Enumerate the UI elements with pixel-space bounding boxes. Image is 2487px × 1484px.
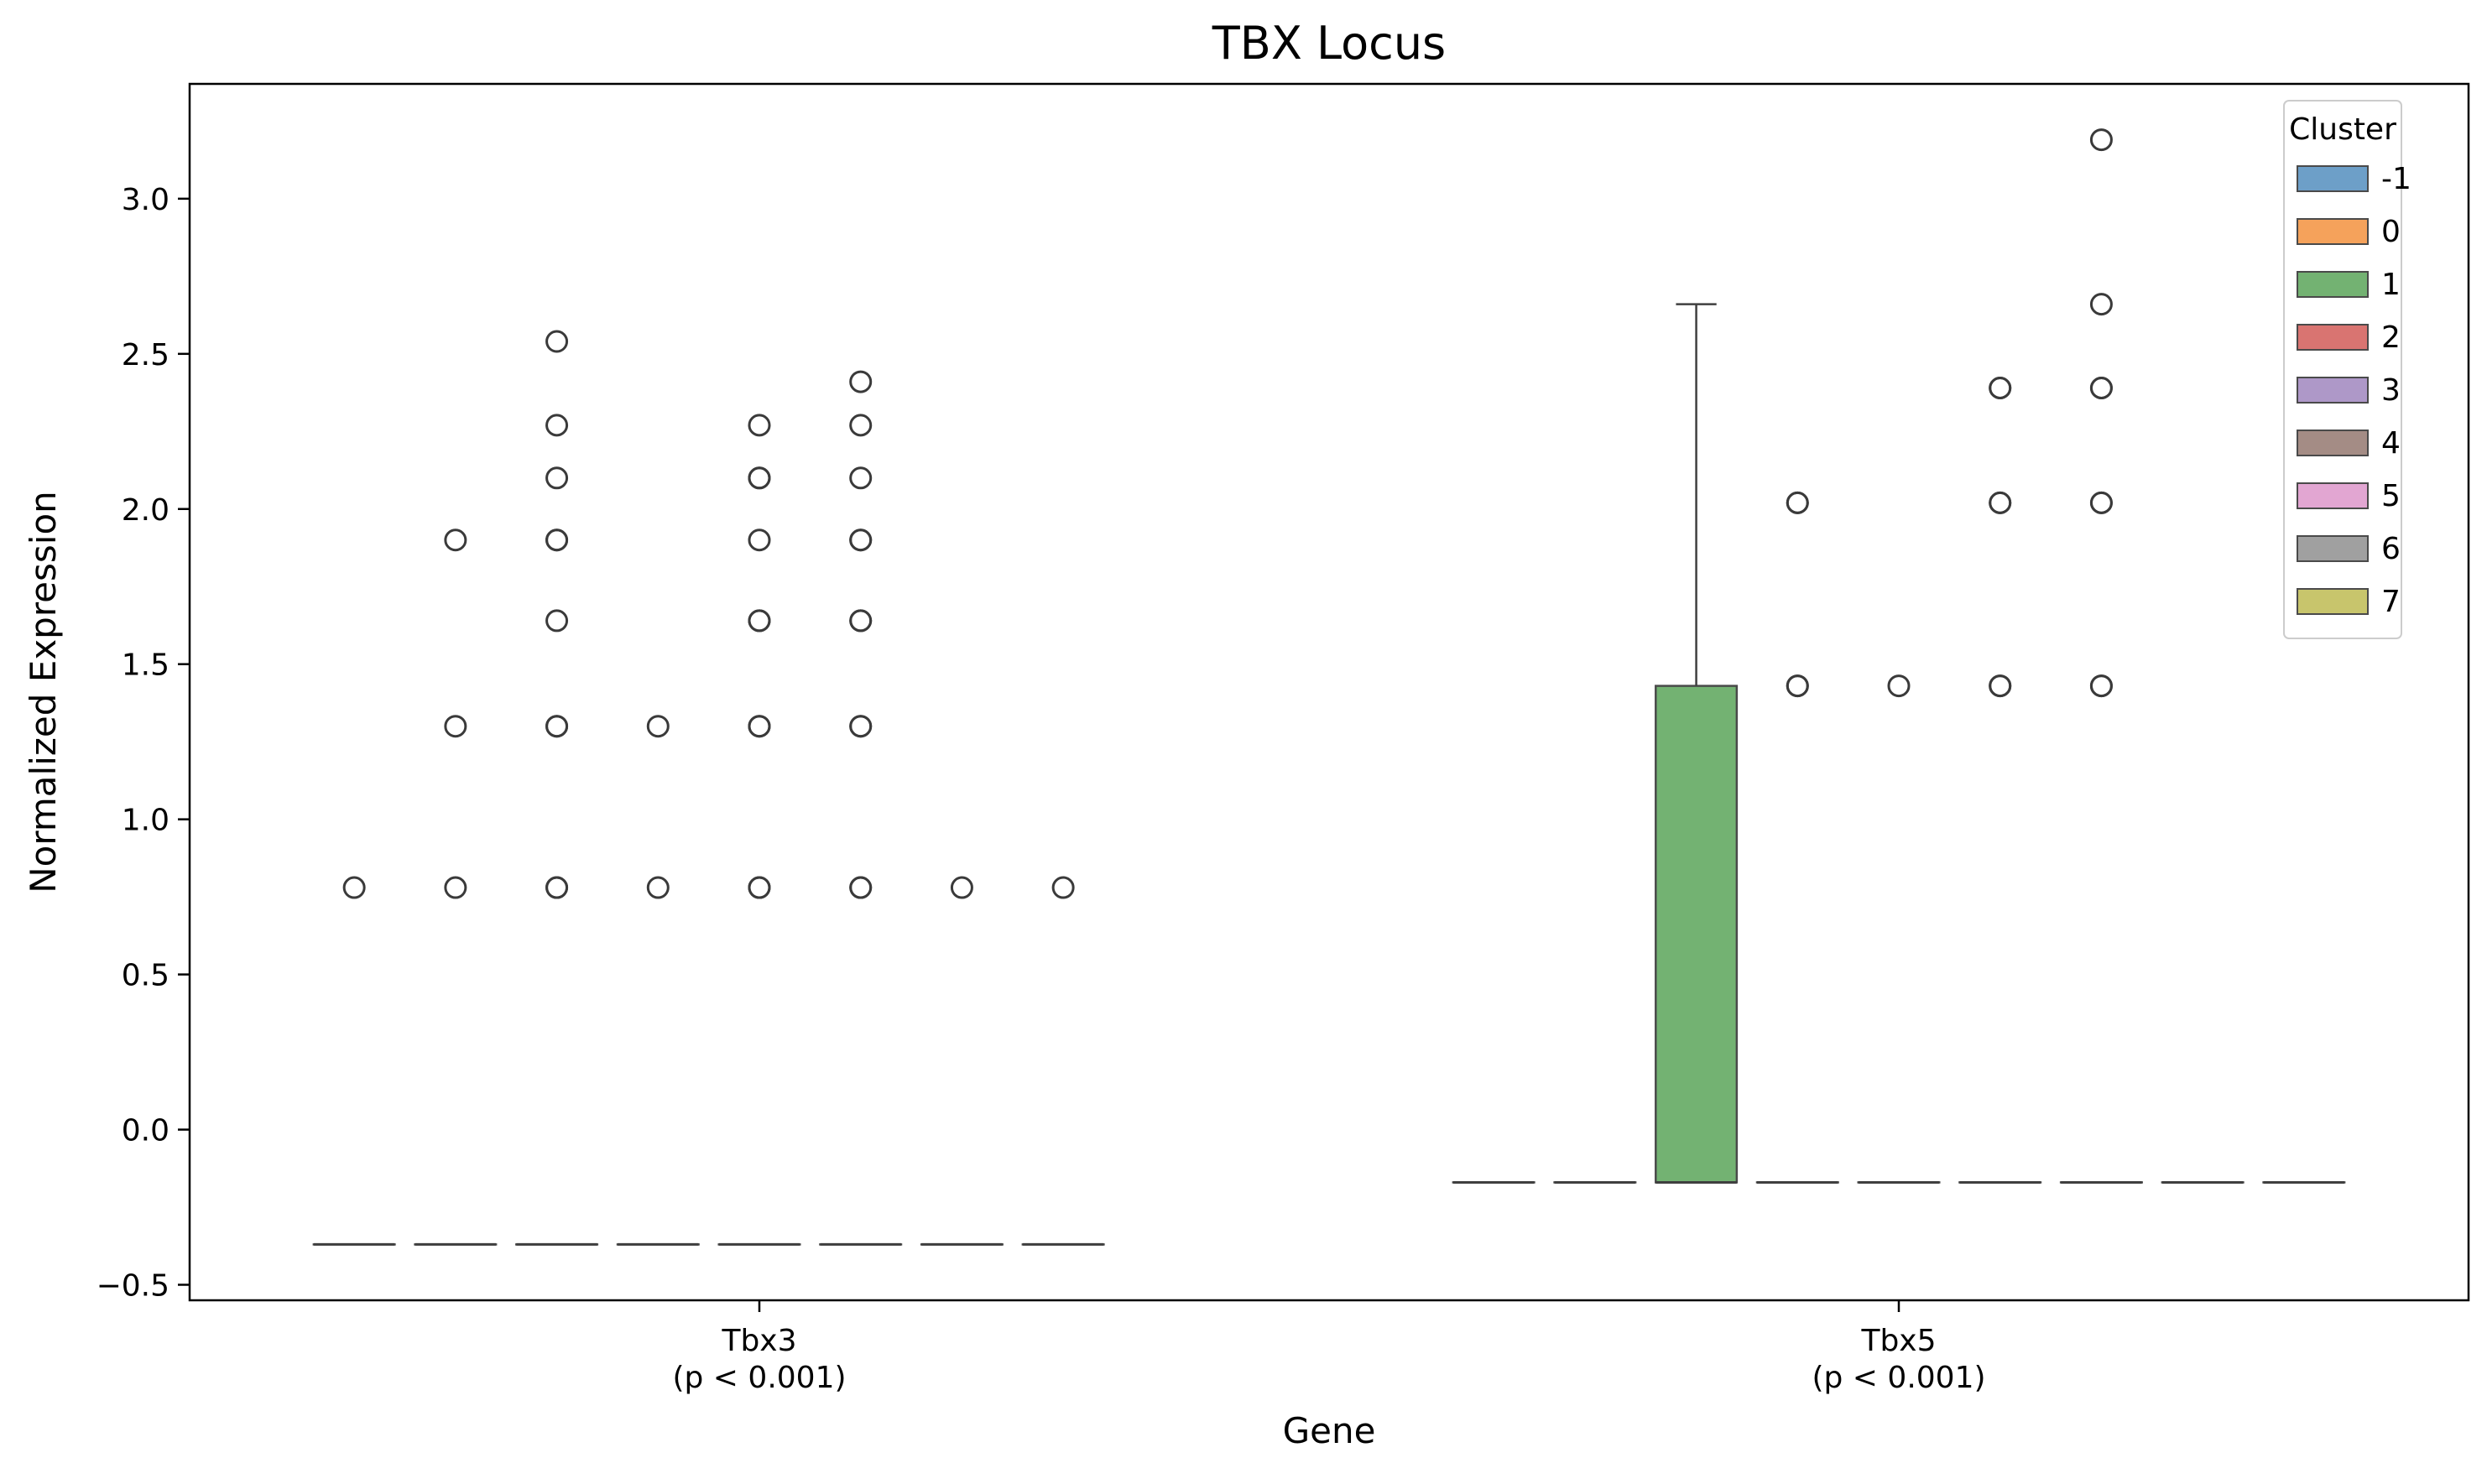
legend-swatch-cluster-3 bbox=[2297, 378, 2368, 403]
legend-label: 6 bbox=[2381, 532, 2401, 566]
legend-label: 4 bbox=[2381, 426, 2401, 461]
y-axis-label: Normalized Expression bbox=[23, 491, 64, 893]
legend-swatch-cluster-1 bbox=[2297, 272, 2368, 297]
y-tick-label: 2.5 bbox=[122, 338, 169, 372]
y-tick-label: −0.5 bbox=[96, 1269, 169, 1304]
legend-swatch-cluster-2 bbox=[2297, 325, 2368, 350]
legend-label: -1 bbox=[2381, 162, 2411, 196]
legend-swatch-cluster-4 bbox=[2297, 430, 2368, 456]
legend-label: 5 bbox=[2381, 479, 2401, 513]
chart-title: TBX Locus bbox=[1212, 17, 1446, 70]
legend-swatch-cluster-0 bbox=[2297, 219, 2368, 244]
legend-swatch-cluster-7 bbox=[2297, 589, 2368, 614]
y-tick-label: 3.0 bbox=[122, 183, 169, 217]
legend-swatch-cluster--1 bbox=[2297, 166, 2368, 191]
x-axis-label: Gene bbox=[1283, 1410, 1376, 1451]
y-tick-label: 1.0 bbox=[122, 804, 169, 838]
y-tick-label: 2.0 bbox=[122, 493, 169, 528]
legend-swatch-cluster-6 bbox=[2297, 536, 2368, 561]
y-tick-label: 1.5 bbox=[122, 648, 169, 683]
y-tick-label: 0.0 bbox=[122, 1114, 169, 1148]
legend-label: 7 bbox=[2381, 585, 2401, 619]
legend-label: 0 bbox=[2381, 215, 2401, 249]
legend-label: 1 bbox=[2381, 268, 2401, 302]
box-cluster-1 bbox=[1655, 686, 1737, 1183]
legend-swatch-cluster-5 bbox=[2297, 483, 2368, 508]
legend-title: Cluster bbox=[2289, 112, 2396, 147]
legend-label: 2 bbox=[2381, 320, 2401, 355]
legend-label: 3 bbox=[2381, 373, 2401, 408]
y-tick-label: 0.5 bbox=[122, 959, 169, 993]
legend: Cluster -1 0 1 2 3 4 5 6 7 bbox=[2284, 101, 2411, 638]
